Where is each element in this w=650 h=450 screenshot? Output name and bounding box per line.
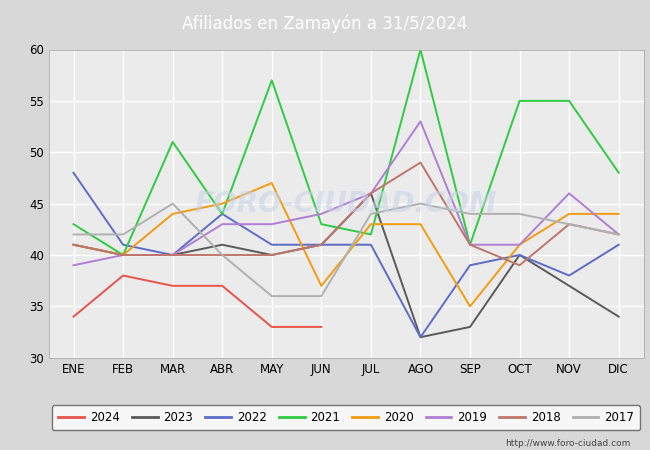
Text: FORO-CIUDAD.COM: FORO-CIUDAD.COM	[195, 189, 497, 218]
Text: http://www.foro-ciudad.com: http://www.foro-ciudad.com	[505, 439, 630, 448]
Text: Afiliados en Zamayón a 31/5/2024: Afiliados en Zamayón a 31/5/2024	[182, 14, 468, 33]
Legend: 2024, 2023, 2022, 2021, 2020, 2019, 2018, 2017: 2024, 2023, 2022, 2021, 2020, 2019, 2018…	[52, 405, 640, 430]
